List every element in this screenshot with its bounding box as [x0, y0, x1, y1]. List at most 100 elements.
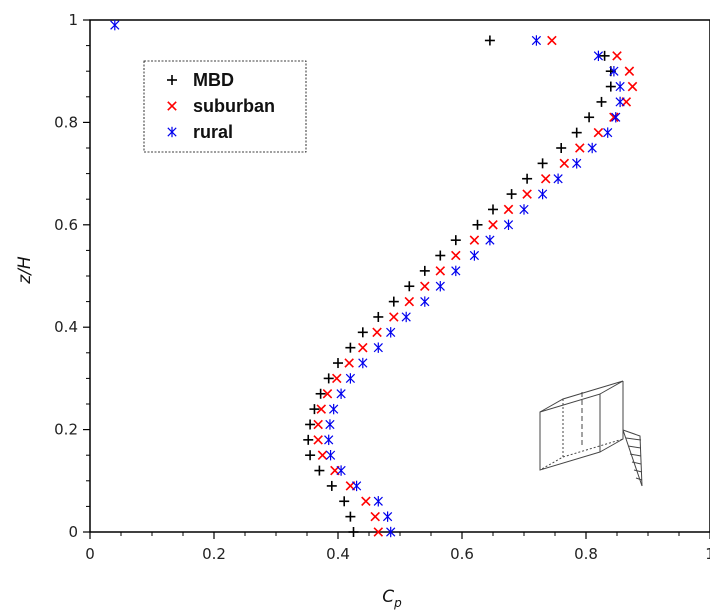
suburban-point: [522, 189, 532, 199]
suburban-point: [451, 250, 461, 261]
legend-marker-suburban: [167, 101, 177, 111]
legend-label-MBD: MBD: [193, 70, 234, 90]
series-MBD: [303, 35, 616, 537]
suburban-point: [313, 419, 323, 430]
MBD-point: [596, 96, 607, 107]
axis-ticks: [83, 19, 710, 539]
suburban-point: [322, 388, 333, 399]
suburban-point: [344, 358, 354, 368]
suburban-point: [627, 81, 638, 92]
x-axis-label-sub: p: [393, 596, 402, 610]
rural-point: [420, 296, 430, 307]
x-tick-label: 1: [705, 545, 710, 563]
rural-point: [587, 142, 597, 154]
x-tick-label: 0.6: [450, 545, 474, 563]
MBD-point: [419, 265, 430, 276]
suburban-point: [624, 66, 635, 76]
y-tick-label: 0.8: [54, 113, 78, 131]
MBD-point: [339, 496, 350, 507]
rural-point: [611, 112, 621, 123]
MBD-point: [556, 143, 567, 153]
MBD-point: [333, 358, 343, 369]
suburban-point: [317, 450, 328, 460]
rural-point: [386, 526, 396, 538]
rural-point: [336, 388, 346, 399]
y-tick-label: 0.2: [54, 421, 78, 439]
rural-point: [401, 311, 411, 323]
y-axis-label: z/H: [15, 256, 35, 285]
legend-items: MBD suburban rural: [167, 70, 275, 142]
rural-point: [358, 357, 368, 369]
MBD-point: [388, 296, 399, 307]
MBD-point: [472, 219, 483, 230]
x-tick-label: 0.4: [326, 545, 350, 563]
MBD-point: [345, 342, 356, 353]
suburban-point: [547, 35, 557, 46]
rural-point: [336, 465, 346, 476]
MBD-point: [605, 81, 616, 92]
MBD-point: [345, 511, 356, 522]
series-rural: [110, 19, 625, 538]
rural-point: [609, 66, 619, 77]
suburban-point: [503, 204, 514, 215]
suburban-point: [469, 235, 480, 245]
series-suburban: [313, 35, 638, 537]
suburban-point: [420, 281, 430, 292]
suburban-point: [575, 143, 585, 153]
MBD-point: [305, 419, 316, 430]
suburban-point: [372, 327, 382, 338]
suburban-point: [331, 373, 342, 384]
suburban-point: [313, 435, 323, 445]
y-tick-label: 1: [68, 11, 78, 29]
MBD-point: [303, 434, 314, 445]
suburban-point: [609, 112, 619, 123]
MBD-point: [326, 480, 337, 491]
rural-point: [324, 434, 334, 446]
rural-point: [553, 173, 563, 184]
MBD-point: [315, 388, 326, 399]
rural-point: [615, 96, 625, 108]
MBD-point: [488, 204, 498, 215]
rural-point: [469, 250, 480, 261]
x-tick-label: 0: [85, 545, 95, 563]
rural-point: [485, 234, 495, 246]
suburban-point: [612, 51, 622, 61]
suburban-point: [316, 404, 327, 414]
y-tick-label: 0.6: [54, 216, 78, 234]
MBD-point: [450, 235, 461, 246]
x-axis-label-main: C: [382, 587, 394, 607]
legend-marker-rural: [167, 126, 177, 138]
rural-point: [373, 342, 383, 353]
MBD-point: [537, 158, 548, 169]
x-axis-label: Cp: [382, 587, 402, 610]
rural-point: [572, 158, 582, 169]
rural-point: [325, 419, 335, 430]
MBD-point: [309, 404, 320, 415]
legend-label-rural: rural: [193, 122, 233, 142]
y-tick-label: 0.4: [54, 318, 78, 336]
suburban-point: [370, 511, 380, 522]
MBD-point: [599, 50, 610, 61]
suburban-point: [389, 312, 399, 322]
rural-point: [603, 127, 613, 138]
x-tick-label: 0.2: [202, 545, 226, 563]
rural-point: [110, 19, 120, 31]
suburban-point: [488, 220, 498, 230]
suburban-point: [540, 173, 551, 184]
MBD-point: [484, 35, 495, 46]
suburban-point: [559, 158, 570, 169]
rural-point: [386, 327, 396, 338]
rural-point: [519, 204, 529, 215]
rural-point: [373, 496, 383, 507]
rural-point: [382, 511, 393, 522]
rural-point: [325, 450, 336, 461]
suburban-point: [373, 527, 384, 537]
MBD-point: [357, 327, 368, 338]
rural-point: [435, 281, 445, 292]
MBD-point: [584, 112, 595, 123]
MBD-point: [435, 250, 446, 261]
y-tick-label: 0: [68, 523, 78, 541]
MBD-point: [323, 373, 334, 384]
rural-point: [615, 81, 625, 92]
